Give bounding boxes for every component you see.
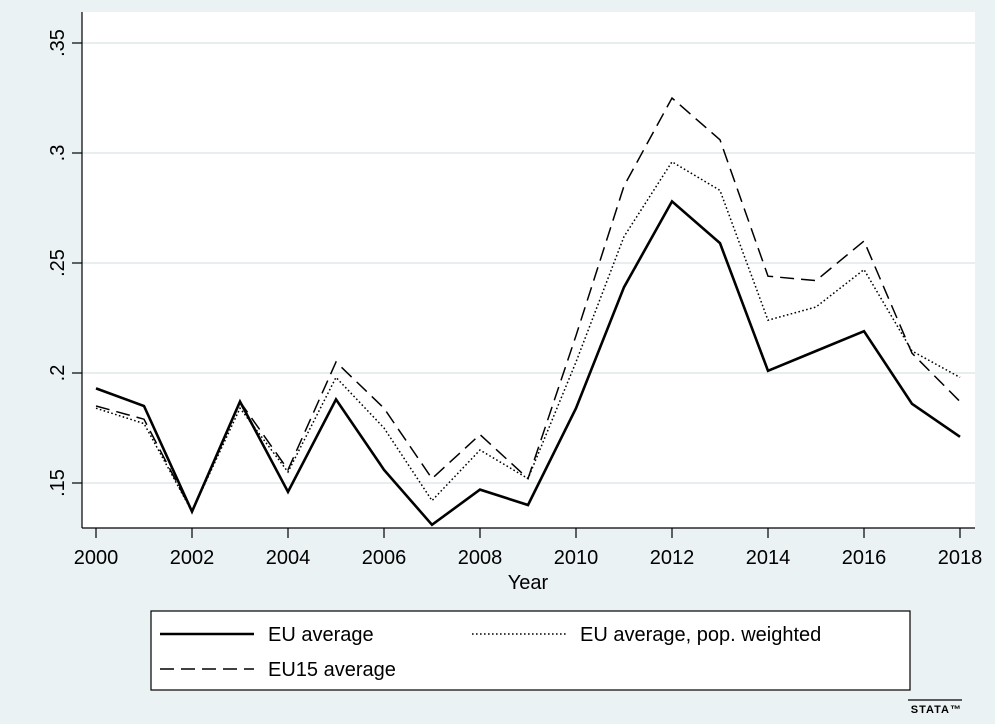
stata-logo: STATA™ <box>911 704 962 716</box>
y-tick-label: .2 <box>47 365 69 382</box>
x-tick-label: 2010 <box>554 547 599 569</box>
legend-box <box>150 610 911 691</box>
y-axis-ticks: .15 .2 .25 .3 .35 <box>47 29 82 497</box>
x-axis-title: Year <box>508 572 549 594</box>
legend-label: EU15 average <box>268 659 396 681</box>
series-line-eu-average <box>95 199 961 527</box>
x-tick-label: 2004 <box>266 547 311 569</box>
legend: EU average EU average, pop. weighted EU15 … <box>150 610 911 691</box>
x-tick-label: 2002 <box>170 547 215 569</box>
legend-label: EU average <box>268 624 374 646</box>
y-tick-label: .25 <box>47 249 69 277</box>
y-tick-label: .15 <box>47 469 69 497</box>
x-tick-label: 2000 <box>74 547 119 569</box>
y-tick-label: .3 <box>47 145 69 162</box>
x-tick-label: 2018 <box>938 547 983 569</box>
x-tick-label: 2016 <box>842 547 887 569</box>
y-tick-label: .35 <box>47 29 69 57</box>
legend-label: EU average, pop. weighted <box>580 624 821 646</box>
x-tick-label: 2006 <box>362 547 407 569</box>
grid-lines <box>82 42 975 484</box>
x-tick-label: 2008 <box>458 547 503 569</box>
x-tick-label: 2012 <box>650 547 695 569</box>
plot-area <box>82 12 975 528</box>
series-lines <box>95 96 961 527</box>
x-tick-label: 2014 <box>746 547 791 569</box>
x-axis-ticks: 2000 2002 2004 2006 2008 2010 2012 2014 2016 2018 <box>74 528 983 569</box>
